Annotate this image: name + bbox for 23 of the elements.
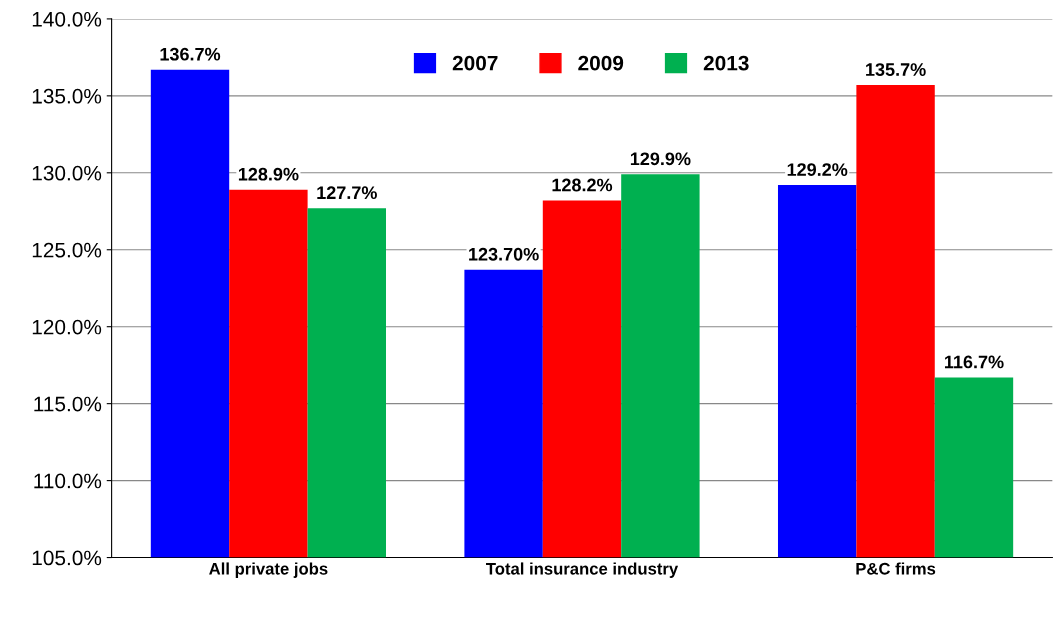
data-label: 129.9% <box>630 152 691 166</box>
y-tick-label: 135.0% <box>32 88 102 104</box>
legend-label: 2007 <box>452 55 498 71</box>
legend-label: 2009 <box>578 55 624 71</box>
y-tick-label: 110.0% <box>34 473 102 489</box>
y-tick-label: 115.0% <box>34 396 102 412</box>
data-label: 123.70% <box>469 247 539 261</box>
data-label: 128.9% <box>238 167 299 181</box>
y-tick-label: 130.0% <box>32 165 102 181</box>
y-tick-label: 125.0% <box>32 242 102 258</box>
y-tick-label: 140.0% <box>32 11 102 27</box>
x-tick-label: Total insurance industry <box>486 562 679 578</box>
data-label: 135.7% <box>866 63 926 76</box>
y-tick-label: 105.0% <box>32 550 102 566</box>
data-label: 116.7% <box>944 355 1004 369</box>
data-label: 136.7% <box>160 47 221 61</box>
data-label: 129.2% <box>787 163 848 176</box>
x-tick-label: All private jobs <box>209 562 328 578</box>
data-label: 127.7% <box>317 186 377 200</box>
x-tick-label: P&C firms <box>856 562 936 575</box>
y-tick-label: 120.0% <box>32 319 102 335</box>
legend-label: 2013 <box>703 55 749 71</box>
data-label: 128.2% <box>552 178 613 192</box>
